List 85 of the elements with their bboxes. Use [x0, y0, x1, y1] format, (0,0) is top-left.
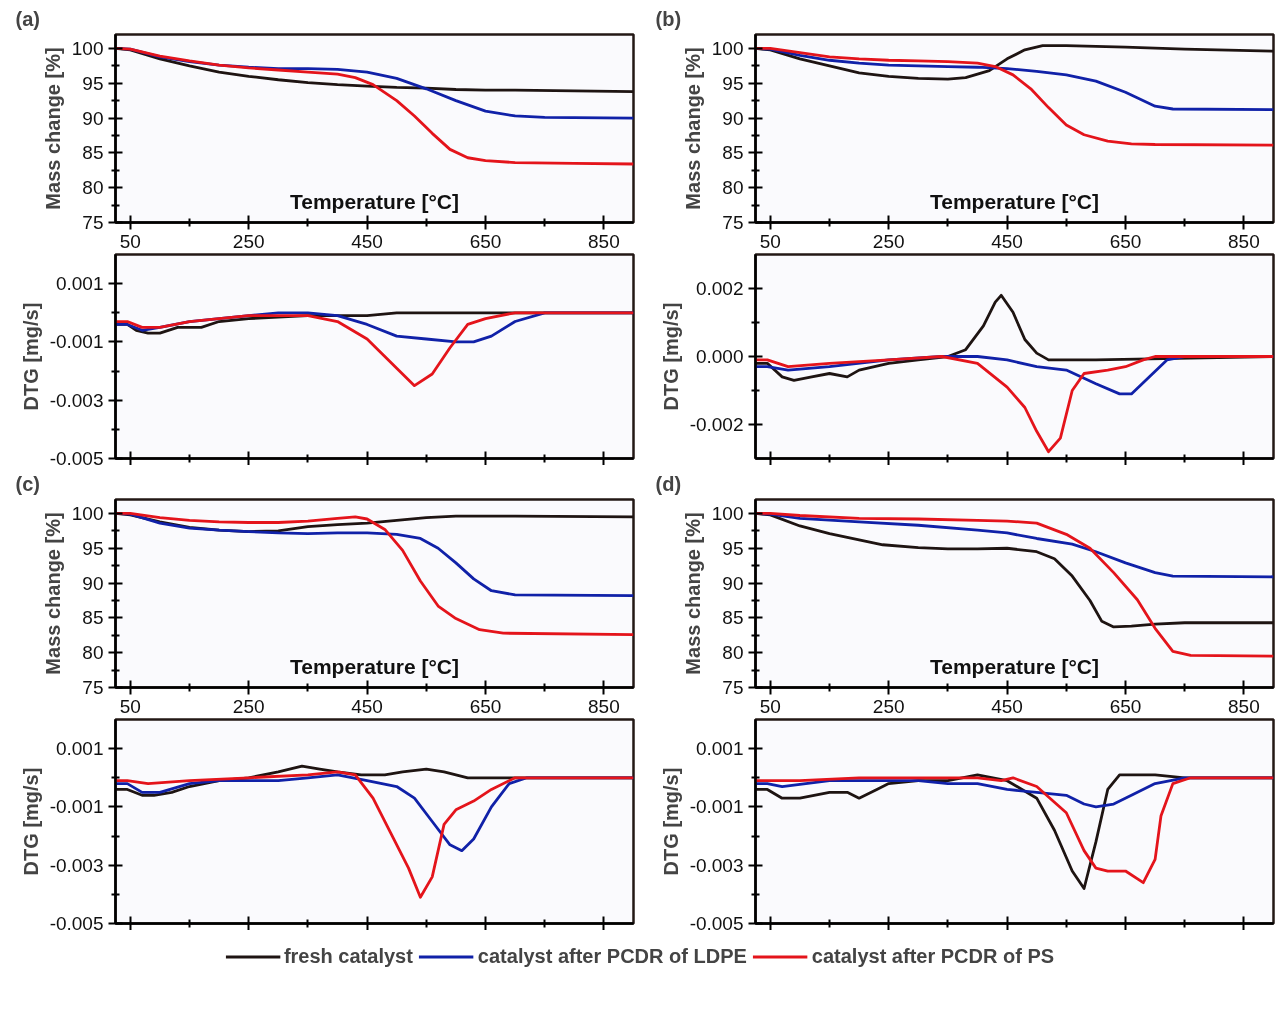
y-tick-label: 100: [711, 502, 744, 524]
x-axis-title: Temperature [°C]: [289, 654, 460, 678]
line-series: [755, 512, 1274, 658]
y-tick-label: 85: [722, 607, 744, 629]
y-tick-label: 90: [722, 107, 744, 129]
y-tick-label: -0.003: [49, 854, 104, 876]
y-tick-label: 0.000: [695, 346, 744, 367]
y-axis-title: Mass change [%]: [41, 47, 64, 210]
line-series: [115, 311, 634, 388]
y-axis-title: DTG [mg/s]: [19, 302, 42, 411]
y-tick-label: 80: [722, 642, 744, 664]
x-tick-label: 650: [469, 695, 502, 717]
chart-title: (b): [655, 7, 682, 30]
y-axis-title: DTG [mg/s]: [19, 767, 42, 876]
legend-label: fresh catalyst: [283, 944, 413, 968]
y-tick-label: -0.005: [49, 448, 104, 469]
y-tick-label: -0.001: [49, 796, 104, 818]
y-tick-label: 75: [82, 677, 104, 698]
x-axis-title: Temperature [°C]: [289, 189, 460, 213]
y-tick-label: 90: [82, 572, 104, 594]
chart-title: (a): [15, 7, 40, 30]
y-tick-label: 0.001: [55, 273, 104, 295]
x-tick-label: 850: [1228, 230, 1260, 252]
y-axis-title: DTG [mg/s]: [659, 767, 682, 876]
x-tick-label: 50: [119, 695, 141, 717]
y-tick-label: 75: [722, 212, 744, 233]
y-tick-label: -0.001: [689, 796, 744, 818]
x-tick-label: 850: [588, 230, 620, 252]
y-tick-label: 100: [71, 502, 104, 524]
y-tick-label: 85: [82, 607, 104, 629]
y-tick-label: 0.001: [55, 738, 104, 760]
x-tick-label: 250: [232, 695, 265, 717]
line-series: [115, 47, 634, 166]
y-axis-title: Mass change [%]: [41, 512, 64, 675]
y-axis-title: Mass change [%]: [681, 47, 704, 210]
y-tick-label: 100: [71, 37, 104, 59]
y-tick-label: 90: [722, 572, 744, 594]
y-tick-label: 100: [711, 37, 744, 59]
chart-title: (c): [15, 472, 40, 495]
x-tick-label: 650: [469, 230, 502, 252]
x-tick-label: 850: [1228, 695, 1260, 717]
y-tick-label: -0.005: [49, 913, 104, 934]
x-tick-label: 250: [872, 695, 905, 717]
x-tick-label: 450: [991, 230, 1023, 252]
y-tick-label: -0.002: [689, 414, 744, 435]
y-tick-label: 95: [722, 72, 744, 94]
y-tick-label: 0.002: [695, 278, 744, 299]
y-axis-title: DTG [mg/s]: [659, 302, 682, 411]
y-tick-label: 75: [722, 677, 744, 698]
chart-title: (d): [655, 472, 682, 495]
y-tick-label: 95: [722, 537, 744, 559]
legend-label: catalyst after PCDR of LDPE: [477, 944, 747, 968]
x-tick-label: 650: [1109, 695, 1142, 717]
x-axis-title: Temperature [°C]: [929, 654, 1100, 678]
x-tick-label: 450: [351, 230, 383, 252]
y-tick-label: -0.001: [49, 331, 104, 353]
y-tick-label: -0.003: [689, 854, 744, 876]
y-tick-label: 0.001: [695, 738, 744, 760]
y-tick-label: 80: [82, 642, 104, 664]
y-tick-label: -0.005: [689, 913, 744, 934]
x-tick-label: 450: [991, 695, 1023, 717]
y-tick-label: 85: [82, 142, 104, 164]
x-tick-label: 50: [759, 695, 781, 717]
line-series: [755, 47, 1274, 147]
x-tick-label: 50: [119, 230, 141, 252]
y-tick-label: 90: [82, 107, 104, 129]
legend-label: catalyst after PCDR of PS: [811, 944, 1055, 968]
line-series: [115, 512, 634, 636]
line-series: [115, 770, 634, 899]
y-tick-label: 85: [722, 142, 744, 164]
x-tick-label: 50: [759, 230, 781, 252]
y-tick-label: -0.003: [49, 389, 104, 411]
line-series: [755, 355, 1274, 454]
y-tick-label: 95: [82, 72, 104, 94]
x-tick-label: 850: [588, 695, 620, 717]
y-tick-label: 80: [82, 177, 104, 199]
y-tick-label: 75: [82, 212, 104, 233]
x-tick-label: 650: [1109, 230, 1142, 252]
x-axis-title: Temperature [°C]: [929, 189, 1100, 213]
y-tick-label: 80: [722, 177, 744, 199]
x-tick-label: 250: [872, 230, 905, 252]
y-tick-label: 95: [82, 537, 104, 559]
x-tick-label: 450: [351, 695, 383, 717]
x-tick-label: 250: [232, 230, 265, 252]
y-axis-title: Mass change [%]: [681, 512, 704, 675]
